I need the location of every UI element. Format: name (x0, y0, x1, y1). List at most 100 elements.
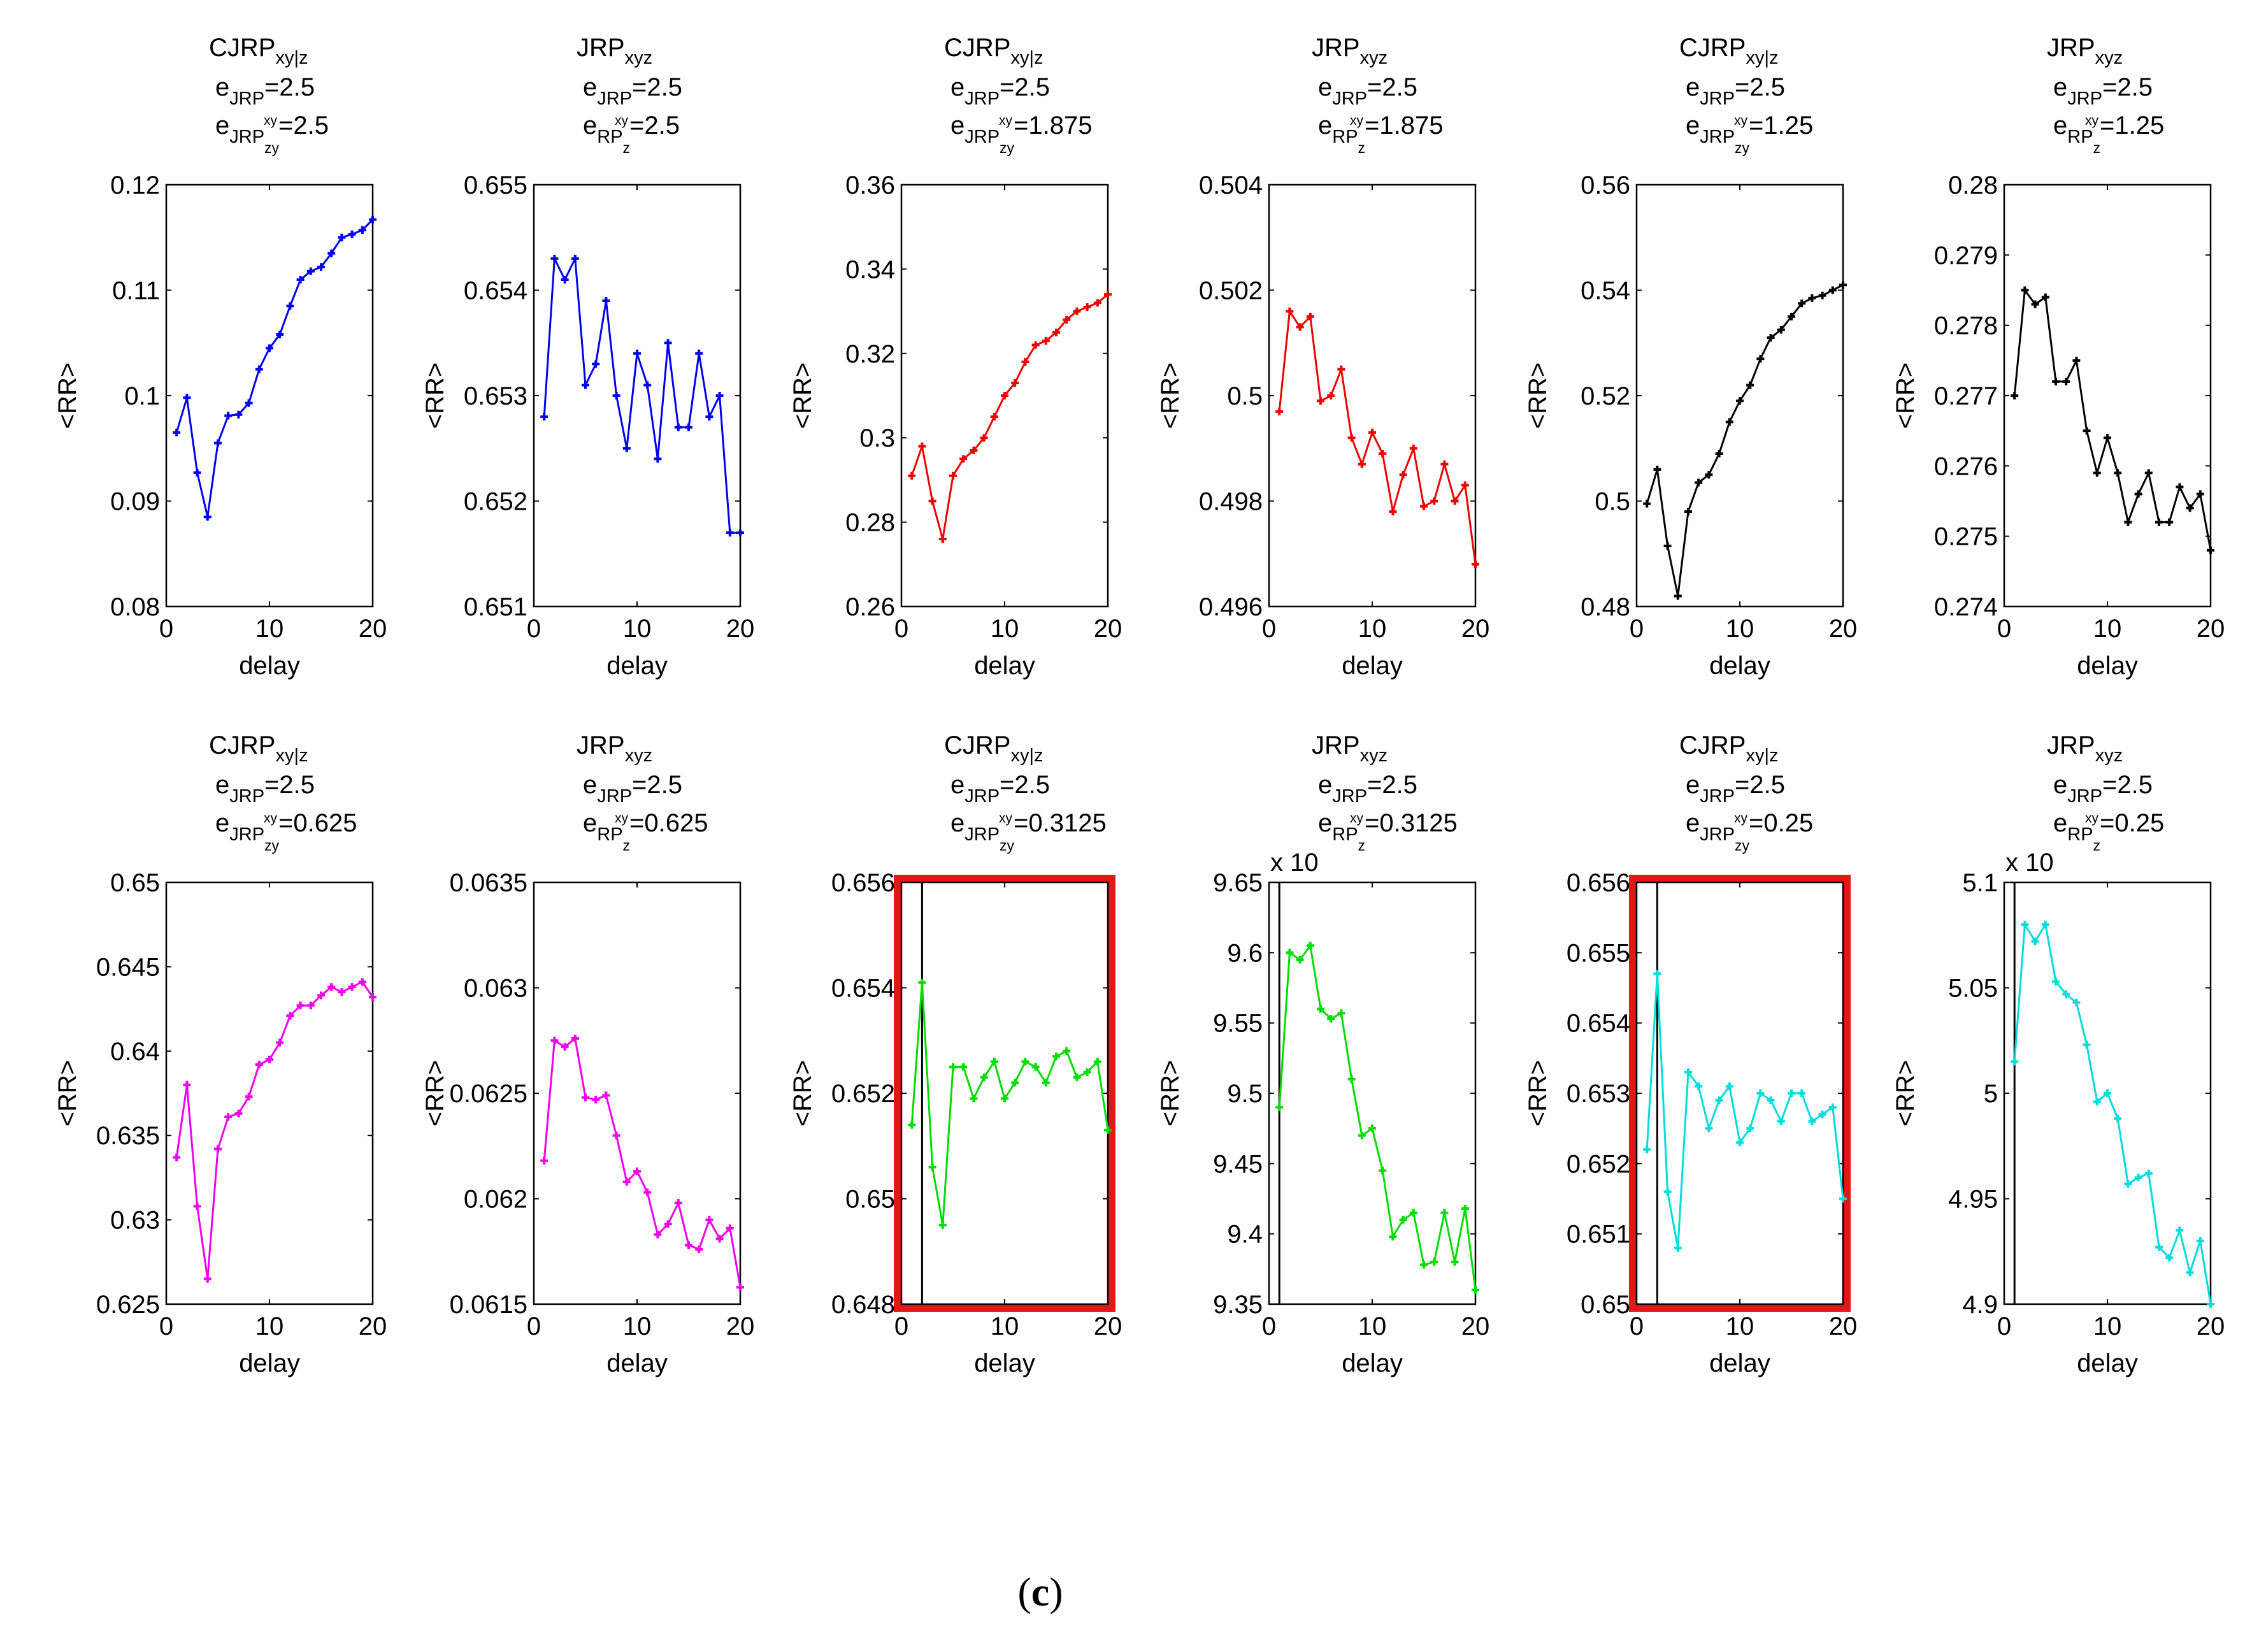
data-point (1031, 341, 1040, 349)
data-point (582, 381, 589, 389)
data-point (1663, 542, 1672, 550)
data-point (1001, 1095, 1008, 1103)
series-line (2013, 921, 2212, 1305)
data-point (1031, 1063, 1040, 1071)
data-point (1073, 307, 1081, 315)
data-point (1296, 323, 1304, 331)
plot-6: 0.274 0.275 0.276 0.277 0.278 0.279 0.28 0 10 20 d… (1891, 34, 2225, 680)
x-axis-label: delay (606, 1349, 668, 1377)
title-line-1: CJRPxy|z (944, 34, 1044, 68)
series-line (175, 219, 374, 517)
data-point (622, 444, 631, 452)
data-point (736, 529, 744, 537)
data-point (1788, 1089, 1795, 1097)
data-point (338, 233, 346, 241)
title-line-2: eJRP=2.5 (1686, 771, 1785, 807)
data-point (2083, 427, 2091, 435)
title-line-1: JRPxyz (2047, 34, 2123, 68)
data-point (664, 339, 672, 347)
data-point (1358, 460, 1366, 468)
data-point (1420, 1261, 1428, 1269)
title-line-3: eRPzxy=1.25 (2053, 111, 2164, 156)
series-line (2013, 287, 2212, 550)
data-point (2155, 518, 2163, 526)
data-point (736, 1283, 744, 1291)
data-point (245, 1093, 253, 1101)
data-point (1808, 1117, 1816, 1126)
xtick-label: 0 (1262, 615, 1276, 643)
highlight-frame (894, 875, 1115, 1312)
title-line-2: eJRP=2.5 (2053, 73, 2153, 109)
y-axis-label: <RR> (1891, 1060, 1919, 1127)
title-line-2: eJRP=2.5 (1318, 771, 1417, 807)
data-point (1011, 1079, 1019, 1087)
xtick-label: 20 (1461, 1312, 1490, 1340)
data-point (1767, 333, 1775, 341)
data-point (1653, 970, 1661, 978)
data-point (327, 249, 336, 257)
data-point (234, 1109, 243, 1117)
data-point (918, 442, 926, 450)
x-axis-label: delay (974, 1349, 1035, 1377)
xtick-label: 20 (359, 615, 387, 643)
title-line-1: CJRPxy|z (1679, 731, 1779, 766)
data-point (1275, 407, 1284, 415)
ytick-label: 0.5 (1595, 488, 1630, 516)
ytick-label: 0.26 (845, 593, 895, 621)
y-axis-label: <RR> (1156, 1060, 1184, 1127)
data-point (1705, 1124, 1713, 1133)
ytick-label: 0.653 (464, 382, 527, 410)
ytick-label: 0.1 (124, 382, 160, 410)
xtick-label: 10 (2093, 615, 2122, 643)
xtick-label: 20 (1094, 1312, 1122, 1340)
ytick-label: 0.09 (110, 488, 160, 516)
data-point (970, 447, 978, 455)
data-point (705, 1216, 714, 1224)
data-point (1643, 499, 1651, 508)
xtick-label: 0 (1630, 615, 1644, 643)
data-point (1663, 1188, 1672, 1196)
plot-7: 0.625 0.63 0.635 0.64 0.645 0.65 0 10 20 delay <RR… (54, 731, 387, 1377)
ytick-label: 0.645 (96, 953, 160, 981)
title-line-3: eJRPzyxy=1.25 (1686, 111, 1813, 156)
data-point (1430, 1258, 1438, 1266)
data-point (276, 331, 284, 339)
ytick-label: 0.56 (1581, 171, 1630, 199)
data-point (550, 1037, 559, 1045)
data-point (2041, 293, 2049, 301)
data-point (2021, 286, 2029, 294)
data-point (928, 497, 936, 505)
data-point (2104, 434, 2111, 442)
xtick-label: 20 (2197, 615, 2225, 643)
ytick-label: 0.65 (1581, 1291, 1630, 1319)
caption-close: ) (1049, 1569, 1063, 1614)
data-point (2207, 546, 2214, 554)
data-point (1317, 397, 1324, 405)
x-axis-label: delay (2077, 1349, 2138, 1377)
xtick-label: 10 (623, 1312, 652, 1340)
title-line-2: eJRP=2.5 (215, 73, 315, 109)
title-line-3: eJRPzyxy=0.25 (1686, 809, 1813, 854)
ytick-label: 0.63 (110, 1207, 160, 1235)
title-line-2: eJRP=2.5 (1318, 73, 1417, 109)
data-point (2144, 469, 2153, 477)
data-point (1286, 307, 1294, 315)
ytick-label: 0.32 (845, 340, 895, 368)
axes-box (1635, 881, 1844, 1305)
ytick-label: 9.5 (1227, 1080, 1263, 1108)
data-point (2052, 377, 2060, 385)
ytick-label: 0.656 (831, 869, 895, 897)
data-point (2196, 490, 2204, 498)
ytick-label: 0.0625 (450, 1080, 527, 1108)
data-point (674, 423, 682, 431)
title-line-1: JRPxyz (577, 34, 652, 68)
data-point (938, 535, 947, 543)
data-point (1083, 1068, 1091, 1076)
data-point (306, 267, 315, 275)
data-point (1430, 497, 1438, 505)
data-point (2031, 300, 2039, 308)
data-point (908, 471, 916, 480)
data-point (928, 1163, 936, 1171)
data-point (317, 263, 325, 271)
ytick-label: 0.65 (110, 869, 160, 897)
